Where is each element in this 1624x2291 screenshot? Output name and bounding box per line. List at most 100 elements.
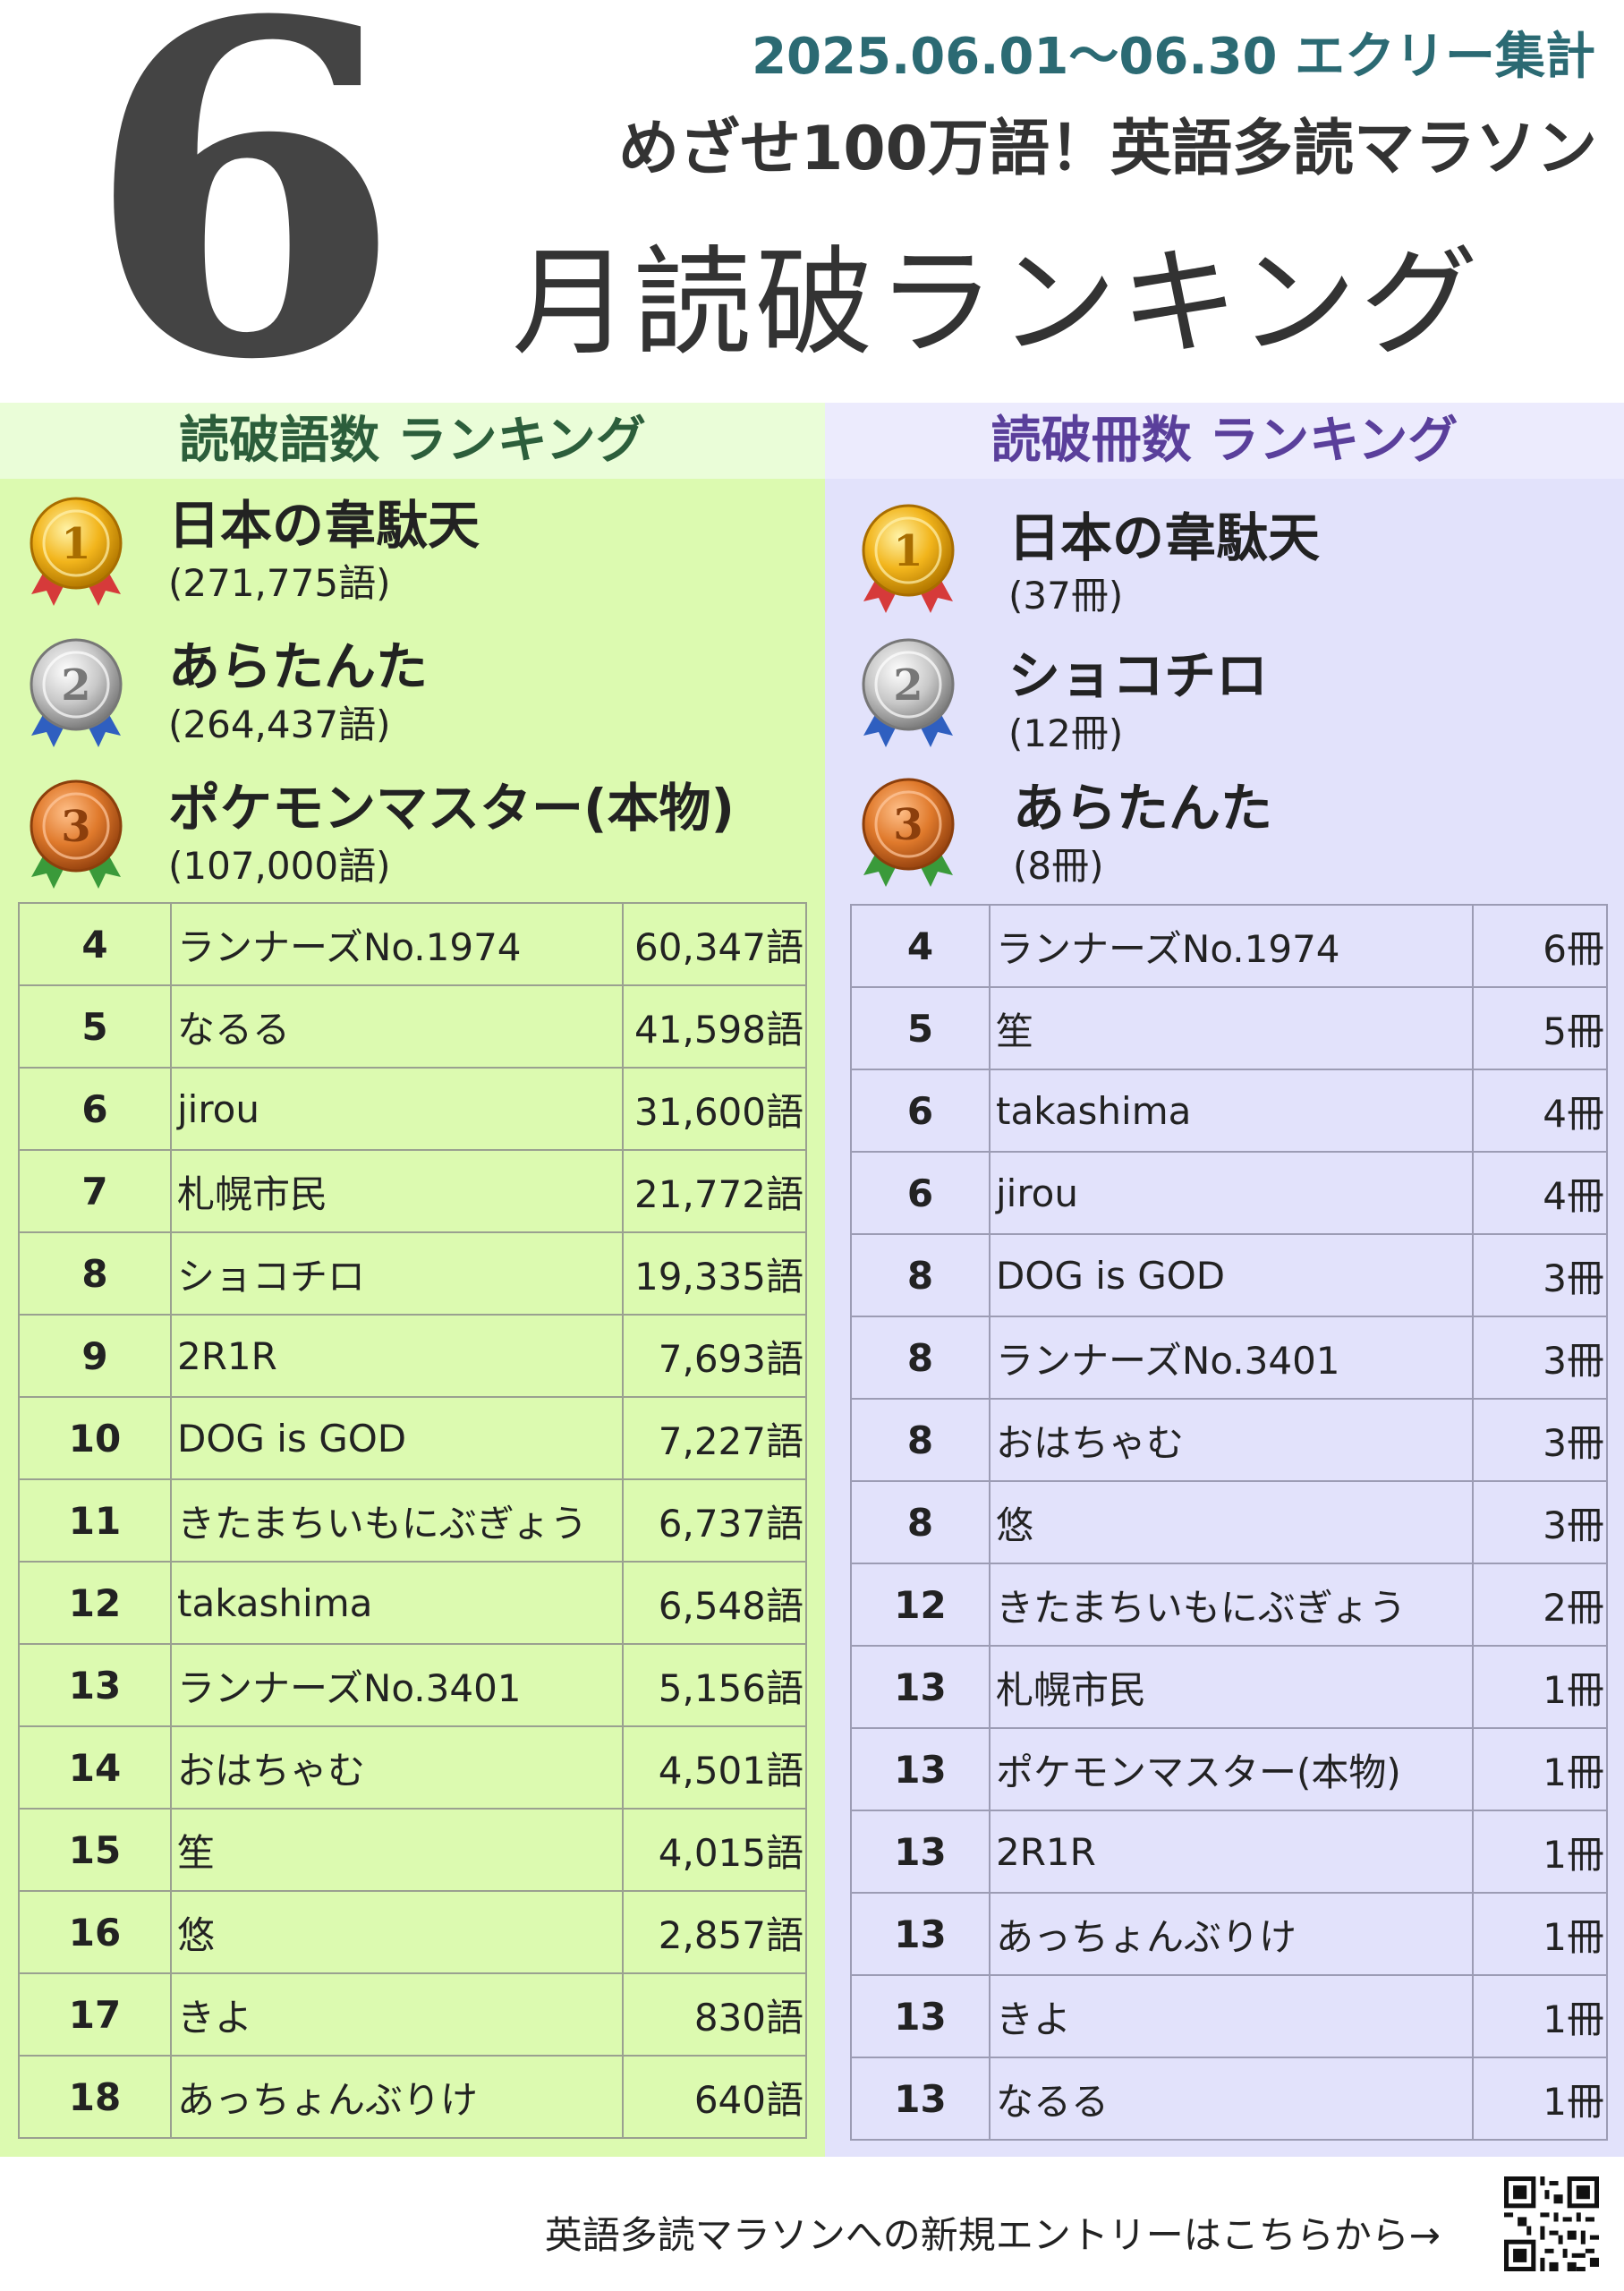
qr-code-icon[interactable] (1504, 2176, 1599, 2271)
rank-cell: 13 (850, 1892, 991, 1976)
words-ranking-panel: 読破語数 ランキング 1 日本の韋駄天 (271,775語) 2 あらたんた (0, 403, 825, 2157)
value-cell: 640語 (622, 2055, 807, 2139)
books-top3: 1 日本の韋駄天 (37冊) 2 ショコチロ (12冊) 3 (825, 479, 1624, 904)
value-cell: 1冊 (1472, 1727, 1608, 1811)
words-table-row: 14 おはちゃむ 4,501語 (18, 1725, 807, 1810)
rank-cell: 5 (850, 986, 991, 1070)
books-table-row: 13 ポケモンマスター(本物) 1冊 (850, 1727, 1608, 1811)
rank-cell: 13 (850, 1974, 991, 2058)
value-cell: 6,737語 (622, 1478, 807, 1563)
name-cell: 笙 (989, 986, 1474, 1070)
name-cell: なるる (170, 984, 624, 1069)
books-table-row: 13 あっちょんぶりけ 1冊 (850, 1892, 1608, 1976)
name-cell: 悠 (170, 1890, 624, 1974)
name-cell: きよ (170, 1972, 624, 2057)
value-cell: 7,693語 (622, 1314, 807, 1398)
words-table-row: 7 札幌市民 21,772語 (18, 1149, 807, 1233)
medal-rank: 2 (61, 660, 90, 711)
value-cell: 830語 (622, 1972, 807, 2057)
subtitle: めざせ100万語！英語多読マラソン (618, 114, 1597, 184)
books-table-row: 13 2R1R 1冊 (850, 1810, 1608, 1894)
words-podium-1: 1 日本の韋駄天 (271,775語) (0, 483, 825, 625)
rank-cell: 12 (850, 1563, 991, 1647)
value-cell: 2,857語 (622, 1890, 807, 1974)
rank-cell: 8 (850, 1480, 991, 1564)
bronze-medal-icon: 3 (862, 778, 955, 887)
gold-medal-icon: 1 (862, 504, 955, 613)
words-table-row: 5 なるる 41,598語 (18, 984, 807, 1069)
month-number: 6 (85, 0, 403, 460)
value-cell: 7,227語 (622, 1396, 807, 1480)
value-cell: 21,772語 (622, 1149, 807, 1233)
words-table-row: 12 takashima 6,548語 (18, 1561, 807, 1645)
name-cell: きよ (989, 1974, 1474, 2058)
rank-cell: 13 (850, 2057, 991, 2141)
rank-cell: 8 (18, 1231, 172, 1316)
value-cell: 3冊 (1472, 1398, 1608, 1482)
entry-link-text[interactable]: 英語多読マラソンへの新規エントリーはこちらから→ (544, 2213, 1441, 2257)
name-cell: 笙 (170, 1808, 624, 1892)
rank-cell: 13 (850, 1645, 991, 1729)
rank-cell: 9 (18, 1314, 172, 1398)
name-cell: 札幌市民 (989, 1645, 1474, 1729)
rank-cell: 8 (850, 1316, 991, 1400)
rank-cell: 6 (850, 1151, 991, 1235)
footer: 英語多読マラソンへの新規エントリーはこちらから→ (0, 2157, 1624, 2291)
value-cell: 1冊 (1472, 1645, 1608, 1729)
books-table-row: 8 ランナーズNo.3401 3冊 (850, 1316, 1608, 1400)
words-table-row: 9 2R1R 7,693語 (18, 1314, 807, 1398)
words-table-row: 10 DOG is GOD 7,227語 (18, 1396, 807, 1480)
medal-rank: 1 (893, 526, 923, 576)
books-first-name: 日本の韋駄天 (1008, 507, 1321, 568)
name-cell: DOG is GOD (989, 1233, 1474, 1317)
books-table-row: 13 きよ 1冊 (850, 1974, 1608, 2058)
books-ranking-heading: 読破冊数 ランキング (825, 403, 1624, 479)
rank-cell: 13 (850, 1727, 991, 1811)
value-cell: 4,015語 (622, 1808, 807, 1892)
rank-cell: 8 (850, 1233, 991, 1317)
books-third-value: (8冊) (1013, 844, 1104, 888)
value-cell: 1冊 (1472, 1810, 1608, 1894)
value-cell: 1冊 (1472, 1974, 1608, 2058)
value-cell: 2冊 (1472, 1563, 1608, 1647)
name-cell: 2R1R (170, 1314, 624, 1398)
name-cell: あっちょんぶりけ (170, 2055, 624, 2139)
words-table-row: 11 きたまちいもにぶぎょう 6,737語 (18, 1478, 807, 1563)
name-cell: ショコチロ (170, 1231, 624, 1316)
page-title: 月読破ランキング (512, 234, 1483, 372)
words-table-row: 8 ショコチロ 19,335語 (18, 1231, 807, 1316)
value-cell: 3冊 (1472, 1233, 1608, 1317)
words-ranking-heading: 読破語数 ランキング (0, 403, 825, 479)
value-cell: 5,156語 (622, 1643, 807, 1727)
books-first-value: (37冊) (1008, 574, 1124, 617)
books-table-row: 13 札幌市民 1冊 (850, 1645, 1608, 1729)
name-cell: takashima (989, 1069, 1474, 1153)
name-cell: 札幌市民 (170, 1149, 624, 1233)
name-cell: きたまちいもにぶぎょう (170, 1478, 624, 1563)
name-cell: jirou (989, 1151, 1474, 1235)
rank-cell: 7 (18, 1149, 172, 1233)
bronze-medal-icon: 3 (30, 779, 123, 889)
rank-cell: 15 (18, 1808, 172, 1892)
value-cell: 4冊 (1472, 1069, 1608, 1153)
medal-rank: 3 (61, 802, 90, 852)
header: 6 2025.06.01～06.30 エクリー集計 めざせ100万語！英語多読マ… (0, 0, 1624, 421)
books-table-row: 5 笙 5冊 (850, 986, 1608, 1070)
words-second-value: (264,437語) (168, 703, 391, 746)
name-cell: ポケモンマスター(本物) (989, 1727, 1474, 1811)
rank-cell: 14 (18, 1725, 172, 1810)
rank-cell: 13 (850, 1810, 991, 1894)
rank-cell: 16 (18, 1890, 172, 1974)
books-table-row: 13 なるる 1冊 (850, 2057, 1608, 2141)
rank-cell: 4 (18, 902, 172, 986)
books-second-name: ショコチロ (1008, 645, 1269, 706)
words-table-row: 16 悠 2,857語 (18, 1890, 807, 1974)
gold-medal-icon: 1 (30, 497, 123, 606)
value-cell: 31,600語 (622, 1067, 807, 1151)
name-cell: takashima (170, 1561, 624, 1645)
rank-cell: 11 (18, 1478, 172, 1563)
name-cell: きたまちいもにぶぎょう (989, 1563, 1474, 1647)
value-cell: 60,347語 (622, 902, 807, 986)
name-cell: あっちょんぶりけ (989, 1892, 1474, 1976)
rank-cell: 5 (18, 984, 172, 1069)
